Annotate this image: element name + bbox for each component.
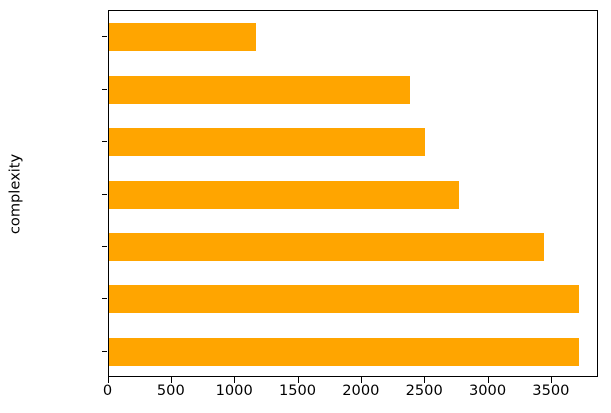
bar-track bbox=[108, 180, 598, 209]
x-tick-label-0: 0 bbox=[102, 382, 113, 399]
bar-track bbox=[108, 232, 598, 261]
bar-np bbox=[108, 285, 579, 314]
bar-nlogn bbox=[108, 75, 410, 104]
x-tick-label-3500: 3500 bbox=[532, 382, 570, 399]
y-tick-mark bbox=[101, 245, 108, 247]
bar-constant bbox=[108, 23, 256, 52]
x-tick-mark bbox=[550, 377, 552, 383]
y-tick-mark bbox=[101, 88, 108, 90]
bar-track bbox=[108, 75, 598, 104]
x-tick-mark bbox=[170, 377, 172, 383]
x-tick-label-2000: 2000 bbox=[342, 382, 380, 399]
x-tick-mark bbox=[234, 377, 236, 383]
bar-track bbox=[108, 128, 598, 157]
x-tick-label-500: 500 bbox=[156, 382, 185, 399]
bar-cubic bbox=[108, 337, 579, 366]
y-tick-mark bbox=[101, 298, 108, 300]
bar-track bbox=[108, 337, 598, 366]
bar-linear bbox=[108, 128, 425, 157]
x-tick-mark bbox=[424, 377, 426, 383]
x-tick-mark bbox=[107, 377, 109, 383]
plot-area bbox=[107, 10, 598, 377]
y-tick-mark bbox=[101, 141, 108, 143]
bar-track bbox=[108, 285, 598, 314]
bar-track bbox=[108, 23, 598, 52]
x-tick-label-3000: 3000 bbox=[468, 382, 507, 399]
bar-logn bbox=[108, 180, 459, 209]
x-tick-mark bbox=[487, 377, 489, 383]
x-tick-mark bbox=[360, 377, 362, 383]
y-tick-mark bbox=[101, 350, 108, 352]
x-tick-label-1500: 1500 bbox=[278, 382, 317, 399]
y-tick-mark bbox=[101, 36, 108, 38]
x-tick-mark bbox=[297, 377, 299, 383]
y-axis-title: complexity bbox=[6, 153, 24, 234]
y-tick-mark bbox=[101, 193, 108, 195]
x-tick-label-2500: 2500 bbox=[405, 382, 443, 399]
x-tick-label-1000: 1000 bbox=[215, 382, 253, 399]
bar-quadratic bbox=[108, 232, 544, 261]
